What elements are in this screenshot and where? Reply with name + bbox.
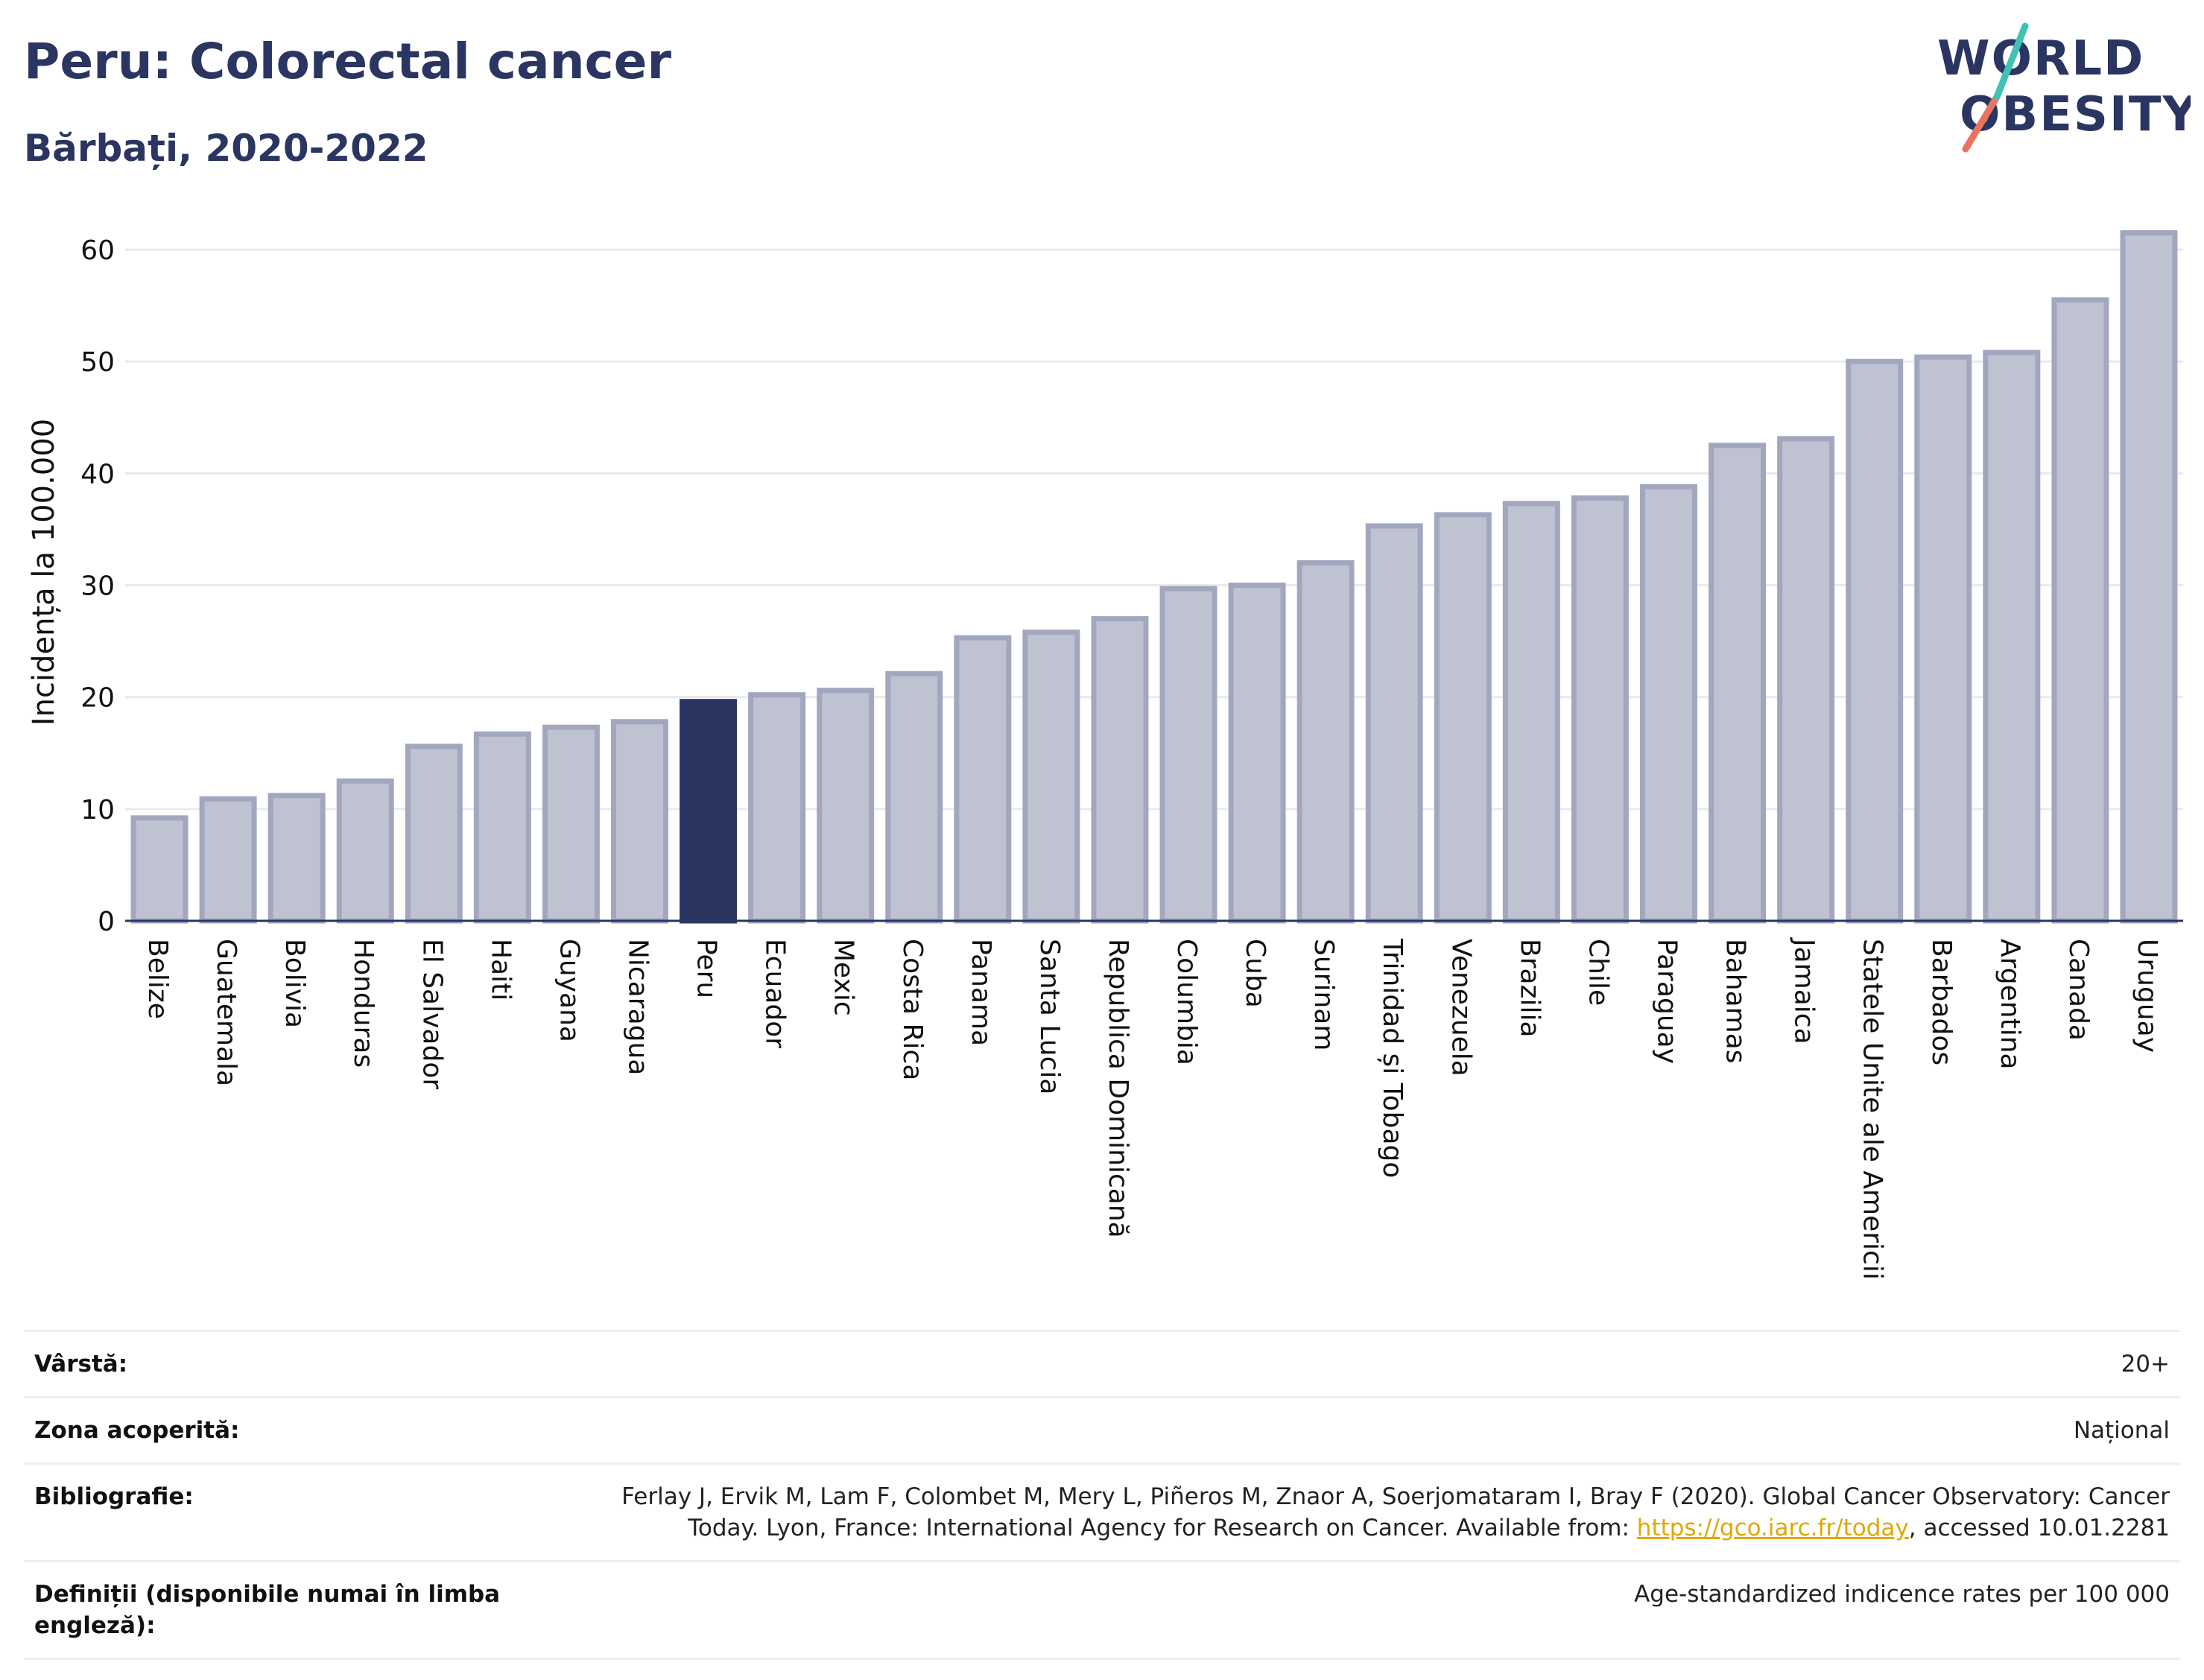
- logo-slash-red: [1962, 93, 2001, 153]
- y-tick-label: 30: [80, 571, 115, 602]
- metadata-table: Vârstă: 20+ Zona acoperită: Național Bib…: [24, 1330, 2180, 1660]
- x-tick-label: Barbados: [1926, 939, 1957, 1065]
- bar[interactable]: [1709, 443, 1767, 924]
- bar[interactable]: [1846, 358, 1904, 924]
- x-tick-label: Bolivia: [279, 939, 310, 1028]
- x-tick-label: Argentina: [1995, 939, 2025, 1070]
- x-tick-label: Trinidad și Tobago: [1377, 938, 1407, 1178]
- x-tick-label: Santa Lucia: [1034, 939, 1065, 1094]
- x-tick-label: Chile: [1583, 939, 1613, 1006]
- grid-lines: [125, 248, 2183, 811]
- bar[interactable]: [885, 671, 943, 924]
- meta-row-definitions: Definiții (disponibile numai în limba en…: [24, 1560, 2180, 1660]
- bar[interactable]: [1914, 354, 1972, 924]
- y-tick-label: 40: [80, 459, 115, 489]
- x-tick-label: Belize: [142, 939, 173, 1019]
- y-tick-label: 20: [80, 683, 115, 714]
- y-tick-label: 60: [80, 235, 115, 266]
- x-tick-label: Venezuela: [1445, 939, 1476, 1077]
- x-tick-label: Honduras: [348, 939, 379, 1068]
- x-tick-label: Haiti: [485, 939, 516, 1001]
- bar[interactable]: [336, 778, 394, 924]
- bar[interactable]: [1365, 523, 1423, 924]
- x-tick-label: Cuba: [1240, 939, 1270, 1008]
- y-axis-ticks: 0 10 20 30 40 50 60: [80, 235, 115, 937]
- x-tick-label: Jamaica: [1789, 937, 1820, 1045]
- x-tick-label: Republica Dominicană: [1103, 939, 1133, 1238]
- bar[interactable]: [1434, 512, 1492, 924]
- bar[interactable]: [1983, 349, 2041, 924]
- bar[interactable]: [199, 796, 257, 924]
- x-tick-label: Canada: [2063, 939, 2094, 1041]
- y-tick-label: 0: [98, 907, 115, 937]
- x-tick-label: Ecuador: [760, 939, 791, 1048]
- x-tick-label: Guyana: [554, 939, 584, 1042]
- definitions-value: Age-standardized indicence rates per 100…: [1634, 1581, 2170, 1608]
- bar[interactable]: [817, 688, 875, 924]
- bar[interactable]: [1296, 560, 1355, 924]
- bibliography-value: Ferlay J, Ervik M, Lam F, Colombet M, Me…: [568, 1481, 2170, 1544]
- x-tick-label: Surinam: [1308, 939, 1339, 1050]
- bar[interactable]: [1091, 616, 1149, 924]
- bibliography-link[interactable]: https://gco.iarc.fr/today: [1636, 1515, 1909, 1541]
- meta-row-age: Vârstă: 20+: [24, 1330, 2180, 1396]
- x-tick-label: Uruguay: [2132, 939, 2162, 1053]
- logo-line-1: WORLD: [1937, 31, 2144, 86]
- y-axis-title: Incidența la 100.000: [27, 419, 61, 726]
- y-tick-label: 50: [80, 347, 115, 378]
- bar[interactable]: [1159, 586, 1217, 924]
- area-value: Național: [2073, 1417, 2170, 1444]
- bar-chart: 0 10 20 30 40 50 60 Belize Guatemala Bolivia Hond…: [27, 230, 2183, 1280]
- bar[interactable]: [130, 815, 189, 924]
- bar[interactable]: [1777, 436, 1835, 924]
- x-tick-label: Peru: [691, 939, 722, 998]
- bibliography-text: Ferlay J, Ervik M, Lam F, Colombet M, Me…: [621, 1483, 2170, 1541]
- x-tick-label: Panama: [966, 939, 996, 1046]
- bar[interactable]: [405, 744, 463, 924]
- meta-row-bibliography: Bibliografie: Ferlay J, Ervik M, Lam F, …: [24, 1462, 2180, 1560]
- bibliography-accessed: , accessed 10.01.2281: [1908, 1515, 2170, 1541]
- x-tick-label: Costa Rica: [897, 939, 928, 1080]
- bar[interactable]: [954, 635, 1012, 924]
- bar[interactable]: [1022, 630, 1080, 924]
- bar[interactable]: [680, 699, 738, 924]
- meta-row-area: Zona acoperită: Național: [24, 1396, 2180, 1462]
- x-tick-label: Columbia: [1171, 939, 1202, 1065]
- x-tick-label: El Salvador: [417, 939, 447, 1089]
- age-value: 20+: [2121, 1351, 2170, 1378]
- x-tick-label: Nicaragua: [623, 939, 653, 1075]
- x-tick-label: Paraguay: [1652, 939, 1682, 1064]
- bar[interactable]: [267, 793, 326, 924]
- logo-slash-teal: [1993, 22, 2029, 101]
- bar[interactable]: [473, 731, 531, 924]
- bar[interactable]: [1640, 484, 1697, 924]
- bar[interactable]: [611, 719, 668, 924]
- bar[interactable]: [2120, 230, 2178, 924]
- x-tick-label: Mexic: [829, 939, 859, 1016]
- world-obesity-logo: WORLD OBESITY: [1937, 22, 2191, 153]
- bar[interactable]: [542, 724, 600, 924]
- definitions-label: Definiții (disponibile numai în limba en…: [34, 1581, 501, 1639]
- area-label: Zona acoperită:: [34, 1417, 240, 1444]
- bar[interactable]: [2051, 297, 2109, 924]
- x-axis-labels: Belize Guatemala Bolivia Honduras El Salvado…: [142, 937, 2162, 1280]
- y-tick-label: 10: [80, 795, 115, 825]
- x-tick-label: Guatemala: [211, 939, 241, 1086]
- bar[interactable]: [1228, 583, 1286, 924]
- x-tick-label: Statele Unite ale Americii: [1858, 939, 1888, 1280]
- bar[interactable]: [1571, 495, 1629, 924]
- chart-subtitle: Bărbați, 2020-2022: [24, 127, 428, 170]
- bar[interactable]: [748, 692, 806, 924]
- chart-title: Peru: Colorectal cancer: [24, 33, 671, 90]
- x-tick-label: Bahamas: [1720, 939, 1751, 1064]
- bars: [130, 230, 2178, 924]
- x-tick-label: Brazilia: [1514, 939, 1545, 1038]
- age-label: Vârstă:: [34, 1351, 128, 1378]
- bar[interactable]: [1502, 501, 1560, 924]
- bibliography-label: Bibliografie:: [34, 1483, 194, 1510]
